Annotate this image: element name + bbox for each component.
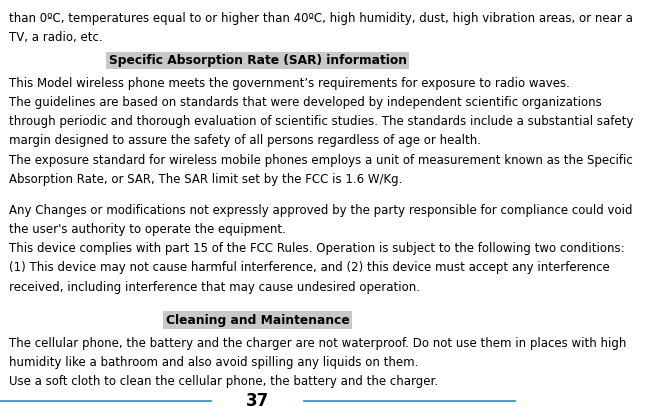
Text: The exposure standard for wireless mobile phones employs a unit of measurement k: The exposure standard for wireless mobil… (9, 154, 633, 167)
Text: margin designed to assure the safety of all persons regardless of age or health.: margin designed to assure the safety of … (9, 135, 481, 148)
Text: Absorption Rate, or SAR, The SAR limit set by the FCC is 1.6 W/Kg.: Absorption Rate, or SAR, The SAR limit s… (9, 173, 402, 186)
Text: Use a soft cloth to clean the cellular phone, the battery and the charger.: Use a soft cloth to clean the cellular p… (9, 375, 439, 388)
Text: Any Changes or modifications not expressly approved by the party responsible for: Any Changes or modifications not express… (9, 204, 633, 217)
Text: TV, a radio, etc.: TV, a radio, etc. (9, 31, 103, 44)
Text: The cellular phone, the battery and the charger are not waterproof. Do not use t: The cellular phone, the battery and the … (9, 336, 627, 349)
Text: This Model wireless phone meets the government’s requirements for exposure to ra: This Model wireless phone meets the gove… (9, 77, 570, 90)
Text: humidity like a bathroom and also avoid spilling any liquids on them.: humidity like a bathroom and also avoid … (9, 356, 419, 369)
Text: through periodic and thorough evaluation of scientific studies. The standards in: through periodic and thorough evaluation… (9, 115, 633, 128)
Text: Specific Absorption Rate (SAR) information: Specific Absorption Rate (SAR) informati… (109, 54, 406, 67)
Text: Cleaning and Maintenance: Cleaning and Maintenance (166, 314, 349, 326)
Text: (1) This device may not cause harmful interference, and (2) this device must acc: (1) This device may not cause harmful in… (9, 261, 610, 274)
Text: The guidelines are based on standards that were developed by independent scienti: The guidelines are based on standards th… (9, 96, 602, 109)
Text: than 0ºC, temperatures equal to or higher than 40ºC, high humidity, dust, high v: than 0ºC, temperatures equal to or highe… (9, 12, 633, 25)
Text: the user's authority to operate the equipment.: the user's authority to operate the equi… (9, 223, 286, 236)
Text: 37: 37 (246, 392, 269, 410)
Text: received, including interference that may cause undesired operation.: received, including interference that ma… (9, 280, 421, 293)
Text: This device complies with part 15 of the FCC Rules. Operation is subject to the : This device complies with part 15 of the… (9, 242, 625, 255)
